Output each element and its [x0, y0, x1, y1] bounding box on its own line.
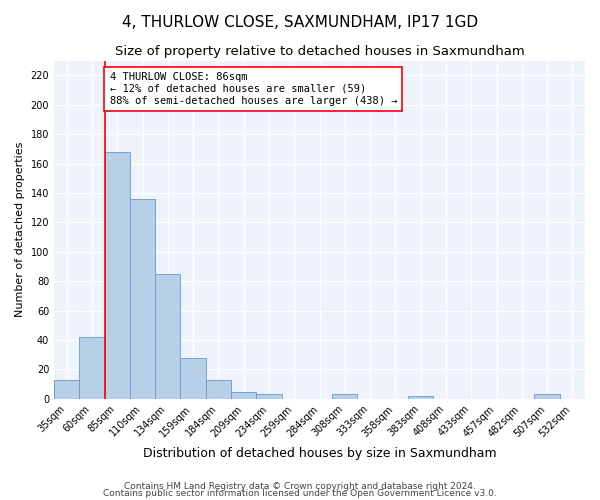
Text: 4 THURLOW CLOSE: 86sqm
← 12% of detached houses are smaller (59)
88% of semi-det: 4 THURLOW CLOSE: 86sqm ← 12% of detached… — [110, 72, 397, 106]
Bar — [231, 392, 256, 399]
Bar — [332, 394, 358, 399]
Bar — [130, 199, 155, 399]
Bar — [408, 396, 433, 399]
Bar — [79, 337, 104, 399]
Bar — [206, 380, 231, 399]
Y-axis label: Number of detached properties: Number of detached properties — [15, 142, 25, 318]
Bar — [104, 152, 130, 399]
X-axis label: Distribution of detached houses by size in Saxmundham: Distribution of detached houses by size … — [143, 447, 496, 460]
Text: Contains public sector information licensed under the Open Government Licence v3: Contains public sector information licen… — [103, 489, 497, 498]
Title: Size of property relative to detached houses in Saxmundham: Size of property relative to detached ho… — [115, 45, 524, 58]
Bar — [256, 394, 281, 399]
Text: 4, THURLOW CLOSE, SAXMUNDHAM, IP17 1GD: 4, THURLOW CLOSE, SAXMUNDHAM, IP17 1GD — [122, 15, 478, 30]
Bar — [155, 274, 181, 399]
Bar — [535, 394, 560, 399]
Bar — [181, 358, 206, 399]
Bar — [54, 380, 79, 399]
Text: Contains HM Land Registry data © Crown copyright and database right 2024.: Contains HM Land Registry data © Crown c… — [124, 482, 476, 491]
